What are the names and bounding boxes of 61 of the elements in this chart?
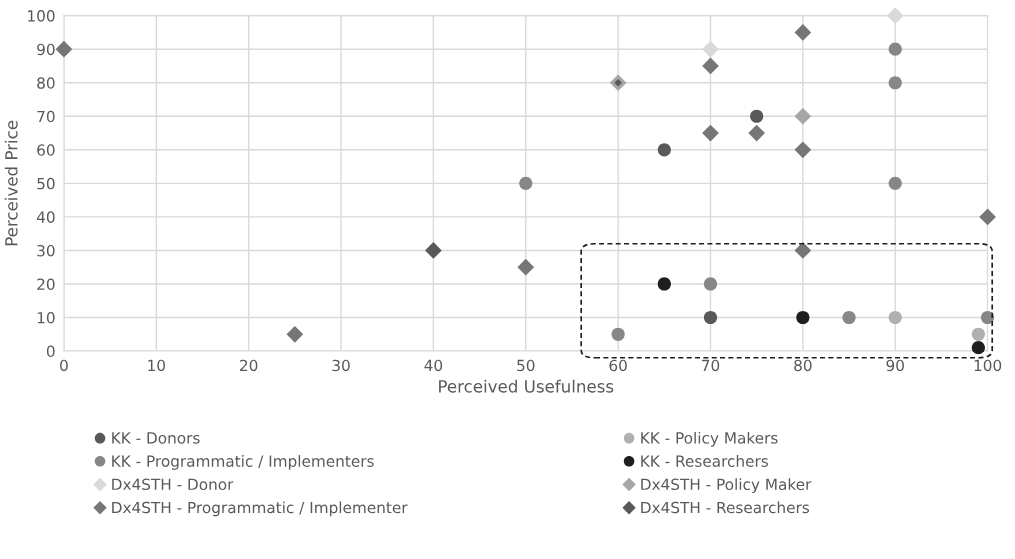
point <box>657 277 671 291</box>
point <box>794 107 812 125</box>
point <box>888 176 902 190</box>
point <box>971 327 985 341</box>
point <box>517 258 535 276</box>
y-tick-label: 30 <box>37 244 55 257</box>
point <box>794 242 812 259</box>
x-tick-label: 10 <box>148 359 166 372</box>
point <box>888 310 902 325</box>
y-tick-label: 80 <box>37 77 55 89</box>
point <box>702 40 719 58</box>
y-tick-label: 70 <box>37 110 55 123</box>
y-tick-label: 100 <box>28 10 55 22</box>
legend-label: Dx4STH - Researchers <box>641 501 810 514</box>
legend-label: KK - Researchers <box>641 455 768 467</box>
legend-label: Dx4STH - Policy Maker <box>641 478 812 494</box>
point <box>55 40 73 58</box>
x-tick-label: 50 <box>517 359 535 372</box>
point <box>886 7 904 24</box>
x-tick-label: 0 <box>60 359 68 372</box>
y-tick-label: 0 <box>46 345 55 358</box>
x-tick-label: 30 <box>332 359 350 372</box>
y-tick-label: 20 <box>37 278 55 290</box>
y-tick-label: 60 <box>37 144 55 156</box>
x-tick-label: 70 <box>702 359 720 372</box>
x-axis-title: Perceived Usefulness <box>439 379 614 393</box>
point <box>748 124 766 142</box>
point <box>657 143 671 157</box>
point <box>519 176 533 190</box>
x-tick-label: 90 <box>886 359 904 372</box>
point <box>796 310 810 325</box>
y-tick-label: 40 <box>36 211 55 223</box>
point <box>703 277 718 291</box>
x-tick-label: 20 <box>240 359 258 372</box>
y-tick-label: 10 <box>37 311 55 324</box>
point <box>981 310 995 325</box>
legend-label: KK - Policy Makers <box>641 431 778 447</box>
point <box>888 42 902 56</box>
x-tick-label: 80 <box>794 359 812 372</box>
point <box>703 310 718 325</box>
legend-label: Dx4STH - Donor <box>112 478 234 491</box>
point <box>750 109 764 123</box>
legend-label: KK - Donors <box>112 432 200 444</box>
y-axis-title: Perceived Price <box>4 120 18 246</box>
y-tick-label: 50 <box>37 177 55 190</box>
legend-label: KK - Programmatic / Implementers <box>112 455 374 470</box>
x-tick-label: 100 <box>974 359 1002 372</box>
point <box>979 208 996 226</box>
point <box>794 141 812 159</box>
x-tick-label: 60 <box>609 359 627 372</box>
point <box>702 57 719 75</box>
point <box>611 327 625 341</box>
legend-label: Dx4STH - Programmatic / Implementer <box>112 501 408 517</box>
point <box>794 24 812 41</box>
point <box>842 310 856 325</box>
point <box>286 325 304 343</box>
x-tick-label: 40 <box>424 359 443 372</box>
point <box>702 124 719 142</box>
point <box>888 76 902 90</box>
y-tick-label: 90 <box>37 43 55 56</box>
point <box>971 341 985 355</box>
